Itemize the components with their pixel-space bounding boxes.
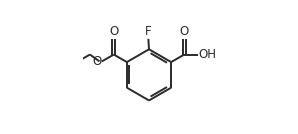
Text: O: O (109, 25, 118, 38)
Text: O: O (92, 55, 101, 68)
Text: O: O (180, 25, 189, 38)
Text: F: F (145, 25, 152, 38)
Text: OH: OH (199, 48, 217, 61)
